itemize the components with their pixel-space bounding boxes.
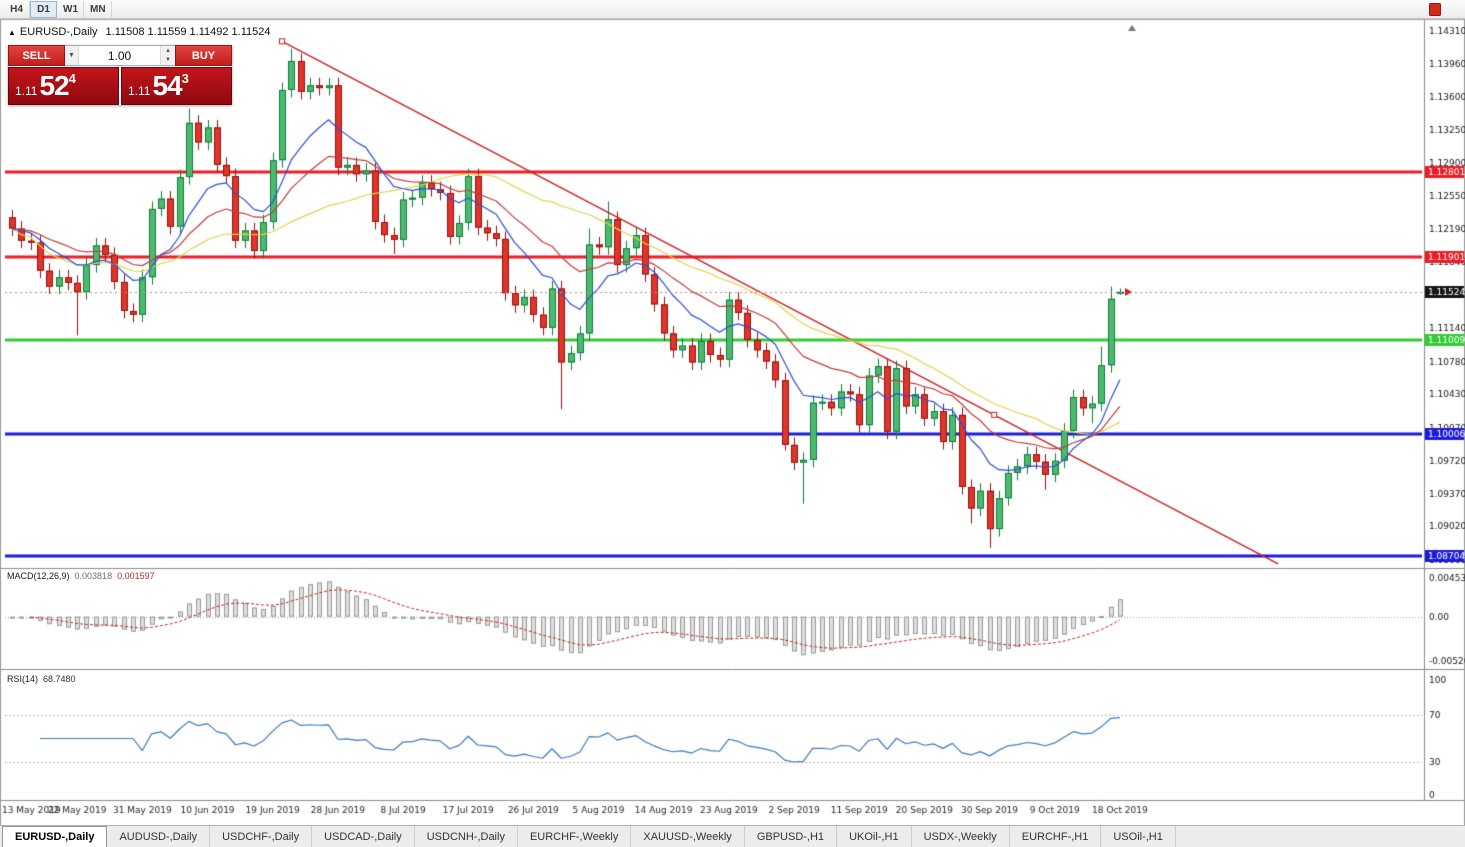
volume-dropdown-icon[interactable]: ▼ [65, 46, 79, 65]
tab-xauusd-weekly[interactable]: XAUUSD-,Weekly [631, 826, 745, 847]
tab-usdcad-daily[interactable]: USDCAD-,Daily [312, 826, 415, 847]
chart-window-tabbar: EURUSD-,Daily AUDUSD-,Daily USDCHF-,Dail… [0, 825, 1465, 847]
rsi-name: RSI(14) [7, 674, 39, 684]
tab-eurchf-weekly[interactable]: EURCHF-,Weekly [518, 826, 632, 847]
macd-name: MACD(12,26,9) [7, 571, 70, 581]
timeframe-toolbar: H4 D1 W1 MN [0, 0, 1465, 19]
chart-title: EURUSD-,Daily [19, 26, 98, 38]
red-status-icon [1429, 2, 1441, 16]
volume-decrease-icon[interactable]: ▼ [161, 55, 175, 65]
tab-eurusd-daily[interactable]: EURUSD-,Daily [2, 826, 108, 847]
bid-pip-digit: 4 [68, 71, 76, 86]
sell-button[interactable]: SELL [8, 45, 65, 66]
tab-eurchf-h1[interactable]: EURCHF-,H1 [1010, 826, 1102, 847]
ask-pip-digit: 3 [181, 71, 189, 86]
volume-increase-icon[interactable]: ▲ [161, 46, 175, 56]
tab-ukoil-h1[interactable]: UKOil-,H1 [837, 826, 912, 847]
timeframe-h4-button[interactable]: H4 [3, 0, 30, 18]
volume-input[interactable] [79, 46, 160, 65]
tab-usoil-h1[interactable]: USOil-,H1 [1101, 826, 1176, 847]
bid-big-digits: 52 [39, 70, 69, 101]
timeframe-w1-button[interactable]: W1 [57, 0, 84, 18]
ask-price-display: 1.11 54 3 [121, 67, 232, 105]
macd-signal-value: 0.001597 [117, 571, 155, 581]
rsi-value: 68.7480 [43, 674, 76, 684]
tab-gbpusd-h1[interactable]: GBPUSD-,H1 [745, 826, 838, 847]
volume-control: ▼ ▲ ▼ [65, 45, 175, 66]
ohlc-values: 1.11508 1.11559 1.11492 1.11524 [105, 26, 271, 38]
ask-big-digits: 54 [152, 70, 182, 101]
ask-prefix: 1.11 [128, 84, 151, 98]
tab-audusd-daily[interactable]: AUDUSD-,Daily [107, 826, 211, 847]
bid-prefix: 1.11 [15, 84, 38, 98]
one-click-trading-panel: SELL ▼ ▲ ▼ BUY 1.11 52 4 1.11 54 3 [8, 45, 232, 105]
one-click-collapse-icon[interactable]: ▲ [8, 28, 16, 37]
timeframe-mn-button[interactable]: MN [84, 0, 112, 18]
bid-price-display: 1.11 52 4 [8, 67, 119, 105]
rsi-indicator-label: RSI(14) 68.7480 [7, 674, 76, 684]
tab-usdcnh-daily[interactable]: USDCNH-,Daily [415, 826, 518, 847]
chart-ohlc-header: ▲ EURUSD-,Daily 1.11508 1.11559 1.11492 1.… [8, 26, 271, 38]
timeframe-d1-button[interactable]: D1 [30, 0, 57, 18]
tab-usdx-weekly[interactable]: USDX-,Weekly [912, 826, 1010, 847]
buy-button[interactable]: BUY [175, 45, 232, 66]
macd-main-value: 0.003818 [74, 571, 113, 581]
macd-indicator-label: MACD(12,26,9) 0.003818 0.001597 [7, 571, 155, 581]
tab-usdchf-daily[interactable]: USDCHF-,Daily [210, 826, 313, 847]
